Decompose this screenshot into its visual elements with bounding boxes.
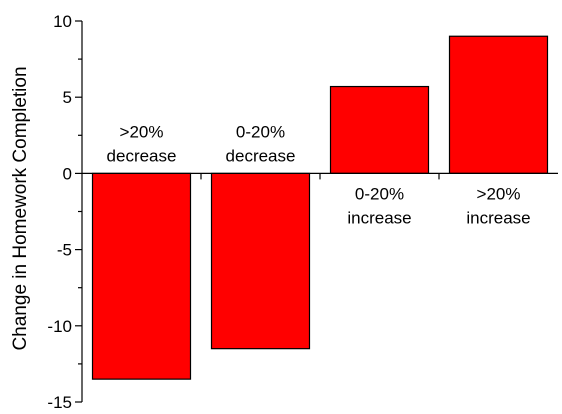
category-labels: >20% decrease 0-20% decrease 0-20% increase >2… — [107, 122, 531, 227]
y-tick-label: -10 — [47, 317, 72, 336]
y-ticks: -15 -10 -5 0 5 10 — [47, 12, 82, 412]
y-tick-label: 10 — [53, 12, 72, 31]
y-tick-label: 5 — [63, 88, 72, 107]
y-tick-label: 0 — [63, 164, 72, 183]
category-label: >20% — [477, 184, 521, 203]
category-label: 0-20% — [355, 184, 404, 203]
bar — [210, 172, 311, 350]
y-tick-label: -5 — [57, 241, 72, 260]
category-label: decrease — [226, 146, 296, 165]
category-label: increase — [466, 208, 530, 227]
category-label: decrease — [107, 146, 177, 165]
category-label: >20% — [120, 122, 164, 141]
bars — [91, 35, 549, 380]
y-axis-label: Change in Homework Completion — [10, 66, 31, 350]
bar — [329, 85, 430, 174]
bar — [91, 172, 192, 380]
category-label: 0-20% — [236, 122, 285, 141]
bar — [448, 35, 549, 175]
category-label: increase — [347, 208, 411, 227]
y-tick-label: -15 — [47, 393, 72, 412]
